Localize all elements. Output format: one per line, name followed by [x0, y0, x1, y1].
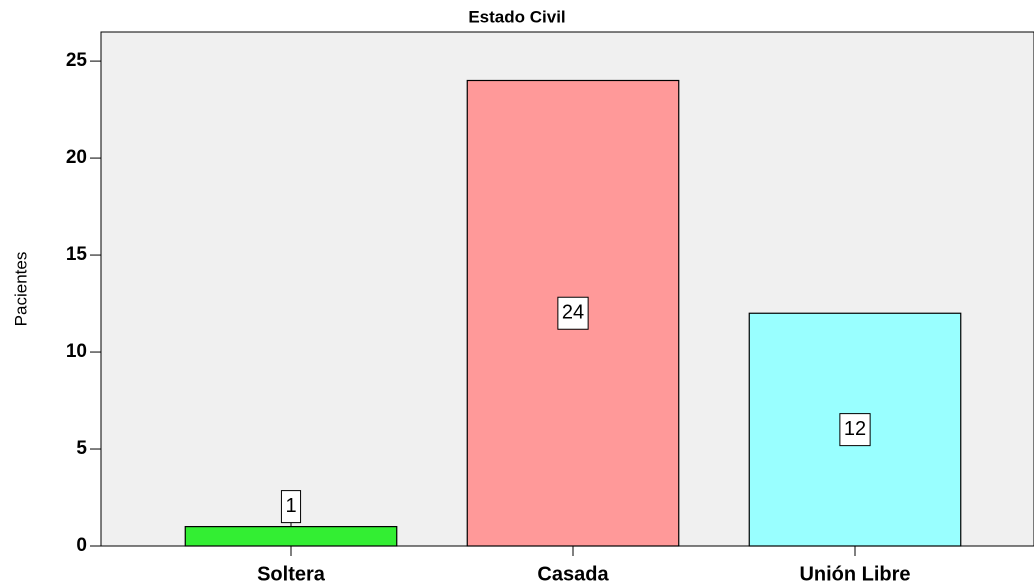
value-label: 24: [562, 302, 584, 324]
value-label-box: [839, 413, 871, 447]
y-tick-label: 20: [66, 147, 87, 168]
value-label: 12: [844, 418, 866, 440]
x-tick-label: Casada: [537, 563, 609, 585]
x-tick-label: Unión Libre: [799, 563, 910, 585]
y-tick-label: 25: [66, 50, 88, 71]
bar: [184, 526, 398, 547]
y-tick-label: 10: [66, 341, 87, 362]
value-label: 1: [285, 495, 296, 517]
y-tick-label: 15: [66, 244, 88, 265]
y-axis-title: Pacientes: [11, 252, 30, 327]
chart-title: Estado Civil: [468, 7, 565, 26]
value-label-box: [557, 296, 589, 330]
x-tick-label: Soltera: [257, 563, 326, 585]
y-tick-label: 5: [76, 438, 87, 459]
y-tick-label: 0: [76, 535, 87, 556]
